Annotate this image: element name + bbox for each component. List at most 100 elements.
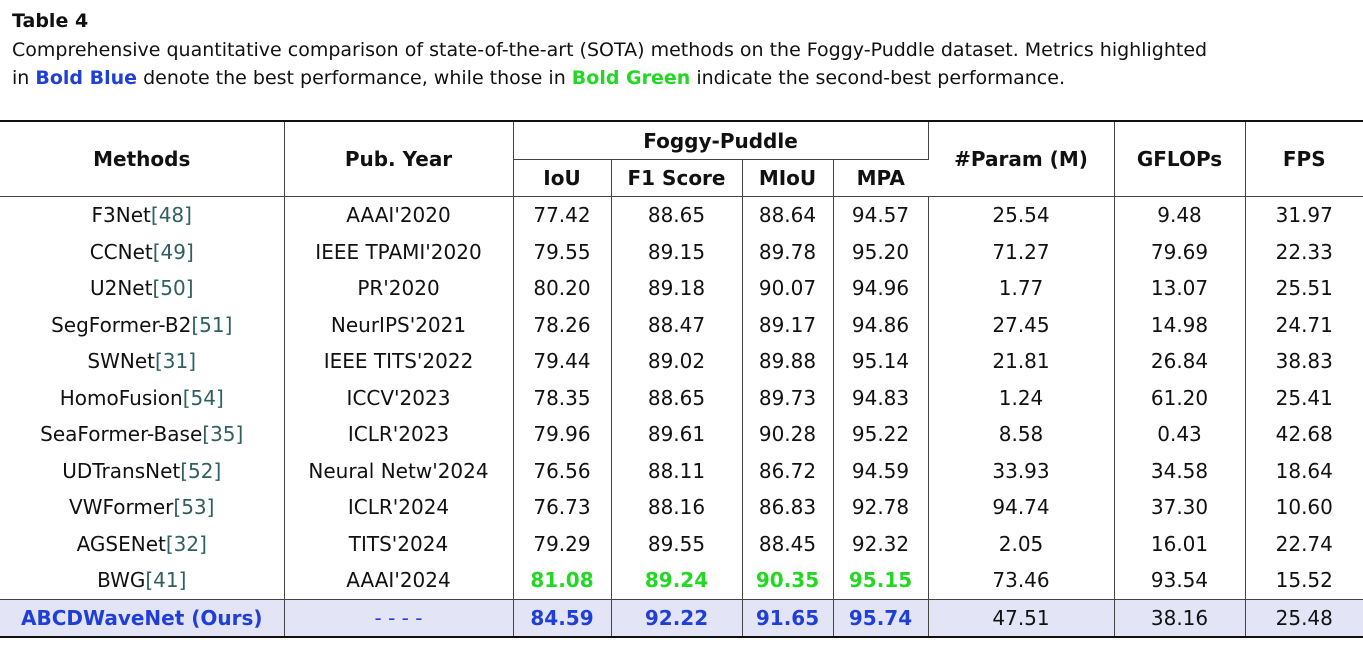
fps-cell: 10.60 <box>1275 495 1333 520</box>
method-cell: HomoFusion[54] <box>0 379 285 416</box>
gflops-cell: 0.43 <box>1114 416 1246 453</box>
iou-cell: 77.42 <box>513 196 612 234</box>
mpa-cell: 92.78 <box>833 489 929 526</box>
gflops-cell: 93.54 <box>1114 562 1246 599</box>
citation-link[interactable]: [51] <box>191 312 233 337</box>
table-row: CCNet[49] IEEE TPAMI'2020 79.55 89.15 89.78 9… <box>0 233 1363 270</box>
fps-cell: 42.68 <box>1275 422 1333 447</box>
method-name: UDTransNet <box>62 458 181 483</box>
citation-link[interactable]: [53] <box>173 495 215 520</box>
f1-cell: 88.16 <box>611 489 743 526</box>
caption-line1: Comprehensive quantitative comparison of… <box>12 39 1208 61</box>
params-cell: 8.58 <box>928 416 1115 453</box>
params-cell: 25.54 <box>928 196 1115 234</box>
f1-cell: 89.18 <box>611 270 743 307</box>
header-params: #Param (M) <box>928 120 1115 197</box>
mpa-cell: 95.14 <box>833 343 929 380</box>
method-name: U2Net <box>89 276 153 301</box>
pub-year-cell: AAAI'2020 <box>284 196 514 234</box>
method-name: SeaFormer-Base <box>40 422 203 447</box>
pub-year-cell: ICLR'2024 <box>284 489 514 526</box>
table-row: BWG[41] AAAI'2024 81.08 89.24 90.35 95.15 73.4… <box>0 562 1363 599</box>
params-cell: 71.27 <box>928 233 1115 270</box>
miou-cell: 89.17 <box>742 306 834 343</box>
gflops-cell: 61.20 <box>1114 379 1246 416</box>
citation-link[interactable]: [49] <box>152 239 194 264</box>
table-row: F3Net[48] AAAI'2020 77.42 88.65 88.64 94.57 25… <box>0 196 1363 234</box>
pub-year-cell: PR'2020 <box>284 270 514 307</box>
gflops-cell: 37.30 <box>1114 489 1246 526</box>
method-cell: SeaFormer-Base[35] <box>0 416 285 453</box>
caption-suffix: indicate the second-best performance. <box>690 67 1065 89</box>
f1-cell: 88.47 <box>611 306 743 343</box>
params-cell: 1.77 <box>928 270 1115 307</box>
caption-prefix: in <box>12 67 36 89</box>
citation-link[interactable]: [54] <box>182 385 224 410</box>
table-row: SWNet[31] IEEE TITS'2022 79.44 89.02 89.88 95… <box>0 343 1363 380</box>
iou-cell-ours: 84.59 <box>513 598 612 638</box>
miou-cell: 86.83 <box>742 489 834 526</box>
citation-link[interactable]: [31] <box>155 349 197 374</box>
header-f1: F1 Score <box>611 159 743 197</box>
mpa-cell-ours: 95.74 <box>833 598 929 638</box>
ours-row: ABCDWaveNet (Ours) - - - -84.59 92.22 91.65… <box>0 598 1363 638</box>
mpa-cell: 94.57 <box>833 196 929 234</box>
citation-link[interactable]: [48] <box>150 203 192 228</box>
miou-cell: 89.73 <box>742 379 834 416</box>
method-name: BWG <box>97 568 146 593</box>
mpa-cell: 92.32 <box>833 525 929 562</box>
iou-cell: 79.29 <box>513 525 612 562</box>
table-row: UDTransNet[52] Neural Netw'2024 76.56 88.11… <box>0 452 1363 489</box>
gflops-cell-ours: 38.16 <box>1114 598 1246 638</box>
header-iou: IoU <box>513 159 612 197</box>
f1-cell: 88.65 <box>611 379 743 416</box>
f1-cell: 89.55 <box>611 525 743 562</box>
citation-link[interactable]: [52] <box>180 458 222 483</box>
citation-link[interactable]: [41] <box>145 568 187 593</box>
header-miou: MIoU <box>742 159 834 197</box>
iou-cell: 80.20 <box>513 270 612 307</box>
pub-year-cell: TITS'2024 <box>284 525 514 562</box>
header-methods: Methods <box>0 120 285 197</box>
f1-cell: 89.02 <box>611 343 743 380</box>
mpa-cell: 94.86 <box>833 306 929 343</box>
table-row: VWFormer[53] ICLR'2024 76.73 88.16 86.83 92.7… <box>0 489 1363 526</box>
caption-bold-green: Bold Green <box>571 67 691 89</box>
iou-cell: 78.35 <box>513 379 612 416</box>
mpa-cell: 95.15 <box>833 562 929 599</box>
header-pub-year: Pub. Year <box>284 120 514 197</box>
method-name: CCNet <box>89 239 153 264</box>
table-row: HomoFusion[54] ICCV'2023 78.35 88.65 89.73 94… <box>0 379 1363 416</box>
f1-cell: 88.65 <box>611 196 743 234</box>
pub-year-cell: Neural Netw'2024 <box>284 452 514 489</box>
miou-cell: 89.78 <box>742 233 834 270</box>
iou-cell: 79.55 <box>513 233 612 270</box>
header-mpa: MPA <box>833 159 929 197</box>
miou-cell: 90.07 <box>742 270 834 307</box>
method-name: VWFormer <box>69 495 174 520</box>
method-cell: SegFormer-B2[51] <box>0 306 285 343</box>
citation-link[interactable]: [32] <box>165 531 207 556</box>
fps-cell: 25.51 <box>1275 276 1333 301</box>
table-body: F3Net[48] AAAI'2020 77.42 88.65 88.64 94.57 25… <box>0 196 1363 638</box>
fps-cell-ours: 25.48 <box>1245 598 1363 638</box>
pub-year-cell: NeurIPS'2021 <box>284 306 514 343</box>
method-cell: VWFormer[53] <box>0 489 285 526</box>
method-name: AGSENet <box>76 531 166 556</box>
citation-link[interactable]: [50] <box>152 276 194 301</box>
pub-year-cell: IEEE TITS'2022 <box>284 343 514 380</box>
method-name: HomoFusion <box>59 385 183 410</box>
params-cell: 21.81 <box>928 343 1115 380</box>
header-dataset: Foggy-Puddle <box>513 120 929 160</box>
pub-year-cell: ICLR'2023 <box>284 416 514 453</box>
gflops-cell: 79.69 <box>1114 233 1246 270</box>
comparison-table: Methods Pub. Year Foggy-Puddle #Param (M… <box>0 120 1363 638</box>
iou-cell: 79.96 <box>513 416 612 453</box>
header-row-2: IoU F1 Score MIoU MPA <box>0 159 1363 197</box>
table-row: AGSENet[32] TITS'2024 79.29 89.55 88.45 92.32… <box>0 525 1363 562</box>
fps-cell: 25.41 <box>1275 385 1333 410</box>
params-cell: 94.74 <box>928 489 1115 526</box>
header-gflops: GFLOPs <box>1114 120 1246 197</box>
gflops-cell: 13.07 <box>1114 270 1246 307</box>
citation-link[interactable]: [35] <box>202 422 244 447</box>
